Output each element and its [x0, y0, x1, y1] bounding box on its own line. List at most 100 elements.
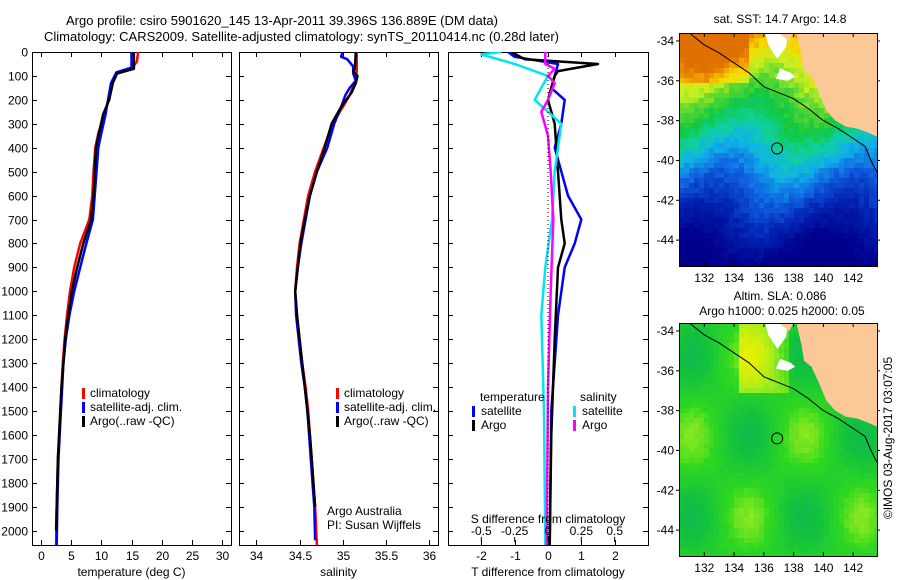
map-cell: [724, 68, 729, 73]
map-cell: [814, 208, 819, 213]
map-cell: [749, 518, 754, 523]
map-cell: [809, 368, 814, 373]
map-cell: [824, 403, 829, 408]
map-cell: [734, 133, 739, 138]
map-cell: [859, 438, 864, 443]
map-cell: [779, 513, 784, 518]
map-cell: [739, 213, 744, 218]
map-cell: [709, 403, 714, 408]
map-cell: [744, 503, 749, 508]
map-cell: [774, 513, 779, 518]
map-cell: [784, 443, 789, 448]
map-cell: [804, 423, 809, 428]
map-cell: [834, 203, 839, 208]
map-cell: [744, 113, 749, 118]
map-cell: [774, 63, 779, 68]
map-cell: [874, 513, 877, 518]
map-cell: [689, 538, 694, 543]
x-tick-label: 0: [38, 549, 45, 563]
map-cell: [774, 443, 779, 448]
map-cell: [854, 173, 859, 178]
map-cell: [864, 153, 869, 158]
map-cell: [704, 378, 709, 383]
map-cell: [839, 448, 844, 453]
map-cell: [754, 233, 759, 238]
map-cell: [744, 348, 749, 353]
land-mainland: [796, 33, 877, 137]
map-cell: [779, 133, 784, 138]
map-cell: [824, 258, 829, 263]
map-cell: [719, 168, 724, 173]
map-cell: [744, 118, 749, 123]
map-cell: [759, 213, 764, 218]
map-cell: [849, 178, 854, 183]
map-cell: [764, 378, 769, 383]
map-cell: [799, 213, 804, 218]
map-cell: [839, 143, 844, 148]
map-cell: [744, 448, 749, 453]
map-cell: [739, 443, 744, 448]
map-cell: [694, 448, 699, 453]
map-cell: [704, 53, 709, 58]
map-cell: [864, 468, 869, 473]
map-cell: [849, 218, 854, 223]
map-cell: [704, 443, 709, 448]
map-cell: [699, 168, 704, 173]
map-cell: [859, 538, 864, 543]
map-cell: [764, 218, 769, 223]
map-cell: [749, 413, 754, 418]
map-cell: [709, 78, 714, 83]
map-cell: [784, 58, 789, 63]
map-cell: [799, 203, 804, 208]
map-cell: [749, 543, 754, 548]
map-cell: [784, 143, 789, 148]
map-cell: [784, 243, 789, 248]
map-cell: [749, 533, 754, 538]
map-cell: [789, 418, 794, 423]
map-cell: [704, 468, 709, 473]
map-cell: [744, 228, 749, 233]
map-cell: [764, 538, 769, 543]
map-cell: [854, 503, 859, 508]
map-cell: [709, 168, 714, 173]
map-cell: [729, 498, 734, 503]
map-cell: [789, 368, 794, 373]
map-cell: [854, 203, 859, 208]
map-cell: [729, 418, 734, 423]
map-cell: [689, 478, 694, 483]
map-cell: [849, 433, 854, 438]
map-cell: [829, 508, 834, 513]
map-cell: [794, 438, 799, 443]
map-cell: [824, 133, 829, 138]
map-cell: [749, 178, 754, 183]
map-cell: [704, 348, 709, 353]
map-cell: [784, 113, 789, 118]
map-cell: [854, 188, 859, 193]
map-cell: [754, 118, 759, 123]
map-cell: [714, 133, 719, 138]
map-cell: [779, 448, 784, 453]
map-cell: [764, 343, 769, 348]
map-cell: [699, 443, 704, 448]
map-cell: [824, 463, 829, 468]
map-cell: [729, 413, 734, 418]
map-cell: [679, 493, 684, 498]
map-cell: [804, 523, 809, 528]
map-cell: [744, 533, 749, 538]
map-cell: [764, 38, 769, 43]
map-cell: [799, 193, 804, 198]
map-cell: [819, 193, 824, 198]
map-cell: [809, 173, 814, 178]
map-cell: [789, 258, 794, 263]
x-tick-label: 36: [423, 549, 437, 563]
map-cell: [779, 533, 784, 538]
map-cell: [749, 513, 754, 518]
map-cell: [704, 323, 709, 328]
map-cell: [784, 63, 789, 68]
map-cell: [759, 428, 764, 433]
map-cell: [699, 243, 704, 248]
map-cell: [709, 533, 714, 538]
map-cell: [864, 178, 869, 183]
map-cell: [704, 218, 709, 223]
map-cell: [694, 543, 699, 548]
